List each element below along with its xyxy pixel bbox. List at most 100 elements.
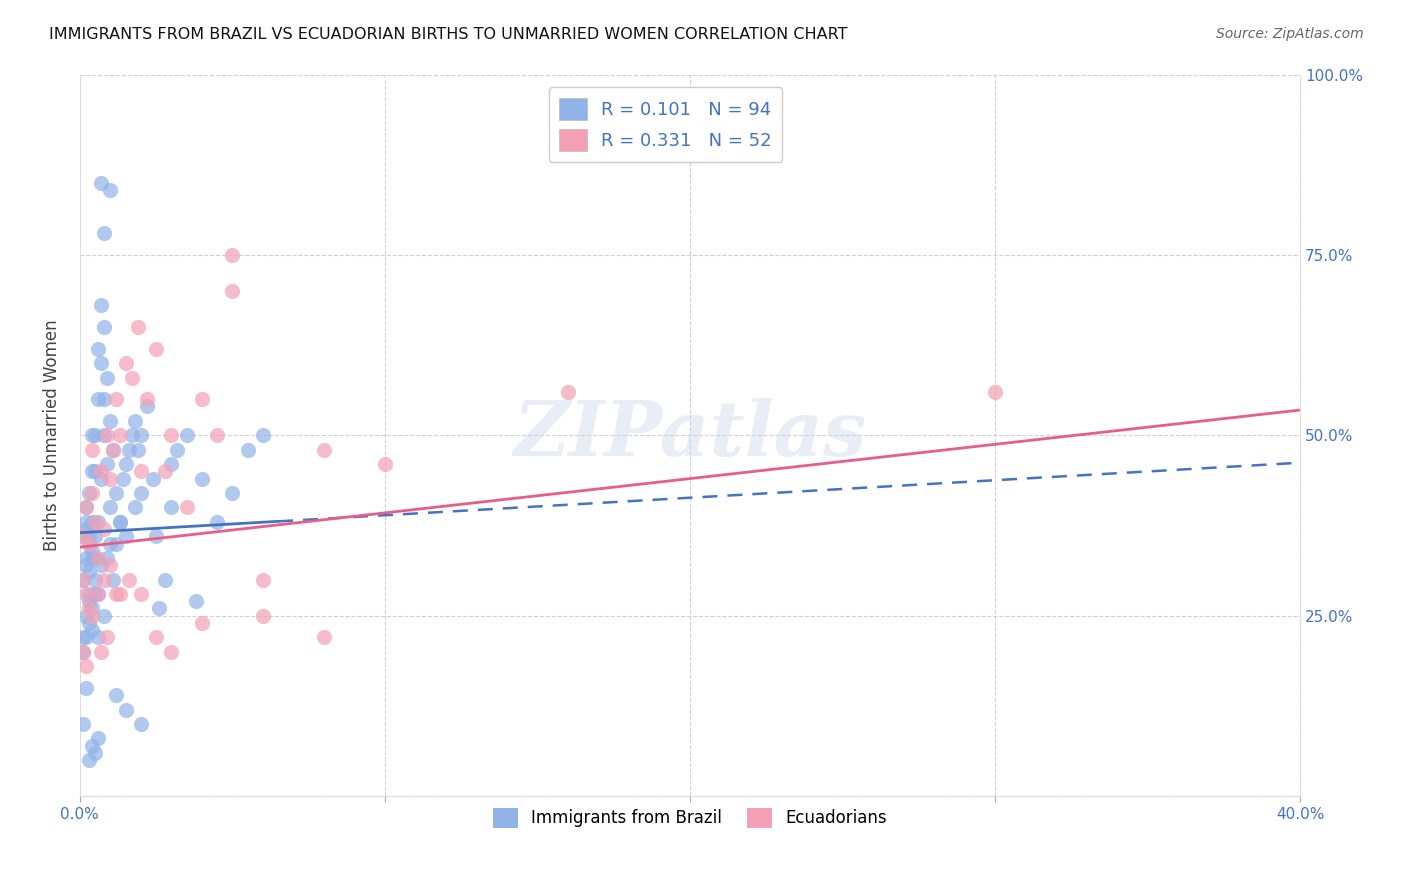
Point (148, 601, 170, 615)
Point (75, 631, 97, 645)
Point (87, 731, 110, 746)
Point (96, 551, 118, 566)
Point (77, 601, 100, 615)
Point (136, 392, 159, 407)
Point (96, 370, 118, 384)
Point (90, 356, 112, 370)
Point (252, 428, 274, 442)
Point (252, 608, 274, 623)
Point (87, 631, 110, 645)
Point (80, 551, 103, 566)
Point (124, 414, 146, 428)
Point (103, 573, 125, 587)
Point (184, 594, 207, 608)
Point (312, 631, 335, 645)
Text: IMMIGRANTS FROM BRAZIL VS ECUADORIAN BIRTHS TO UNMARRIED WOMEN CORRELATION CHART: IMMIGRANTS FROM BRAZIL VS ECUADORIAN BIR… (49, 27, 848, 42)
Point (96, 428, 118, 442)
Point (129, 428, 152, 442)
Point (93, 428, 115, 442)
Point (75, 608, 97, 623)
Point (176, 500, 198, 515)
Point (145, 529, 167, 543)
Point (77, 615, 100, 630)
Point (191, 615, 214, 630)
Point (100, 414, 122, 428)
Point (80, 486, 103, 500)
Point (77, 566, 100, 580)
Point (75, 681, 97, 695)
Point (77, 594, 100, 608)
Point (160, 500, 183, 515)
Point (80, 464, 103, 478)
Point (87, 342, 110, 356)
Point (90, 645, 112, 659)
Point (142, 472, 165, 486)
Point (984, 384, 1007, 399)
Point (103, 442, 125, 457)
Point (236, 442, 259, 457)
Point (108, 587, 131, 601)
Point (80, 515, 103, 529)
Legend: Immigrants from Brazil, Ecuadorians: Immigrants from Brazil, Ecuadorians (486, 801, 894, 835)
Point (105, 587, 128, 601)
Point (114, 702, 136, 716)
Point (111, 472, 134, 486)
Point (374, 457, 396, 471)
Point (160, 645, 183, 659)
Point (100, 472, 122, 486)
Text: ZIPatlas: ZIPatlas (513, 399, 866, 472)
Point (84, 573, 107, 587)
Point (93, 320, 115, 334)
Point (155, 573, 177, 587)
Point (90, 298, 112, 312)
Point (121, 428, 143, 442)
Point (114, 457, 136, 471)
Point (77, 536, 100, 550)
Point (129, 717, 152, 731)
Point (114, 529, 136, 543)
Point (75, 558, 97, 573)
Point (176, 428, 198, 442)
Point (93, 608, 115, 623)
Point (80, 739, 103, 753)
Point (72, 645, 94, 659)
Point (93, 227, 115, 241)
Point (105, 392, 128, 407)
Point (87, 515, 110, 529)
Point (72, 717, 94, 731)
Point (80, 623, 103, 637)
Point (108, 515, 131, 529)
Point (121, 370, 143, 384)
Point (252, 573, 274, 587)
Point (166, 442, 188, 457)
Point (557, 384, 579, 399)
Point (84, 746, 107, 760)
Point (72, 645, 94, 659)
Point (129, 464, 152, 478)
Point (77, 486, 100, 500)
Point (90, 176, 112, 190)
Point (75, 587, 97, 601)
Point (84, 515, 107, 529)
Point (75, 522, 97, 536)
Point (124, 500, 146, 515)
Y-axis label: Births to Unmarried Women: Births to Unmarried Women (44, 319, 60, 551)
Point (145, 631, 167, 645)
Point (136, 400, 159, 414)
Point (80, 601, 103, 615)
Point (75, 551, 97, 566)
Point (100, 558, 122, 573)
Point (96, 631, 118, 645)
Point (155, 464, 177, 478)
Point (72, 529, 94, 543)
Point (100, 183, 122, 197)
Point (129, 587, 152, 601)
Point (105, 536, 128, 550)
Point (100, 536, 122, 550)
Point (84, 428, 107, 442)
Point (77, 753, 100, 767)
Point (118, 573, 141, 587)
Point (80, 543, 103, 558)
Point (72, 573, 94, 587)
Point (75, 659, 97, 673)
